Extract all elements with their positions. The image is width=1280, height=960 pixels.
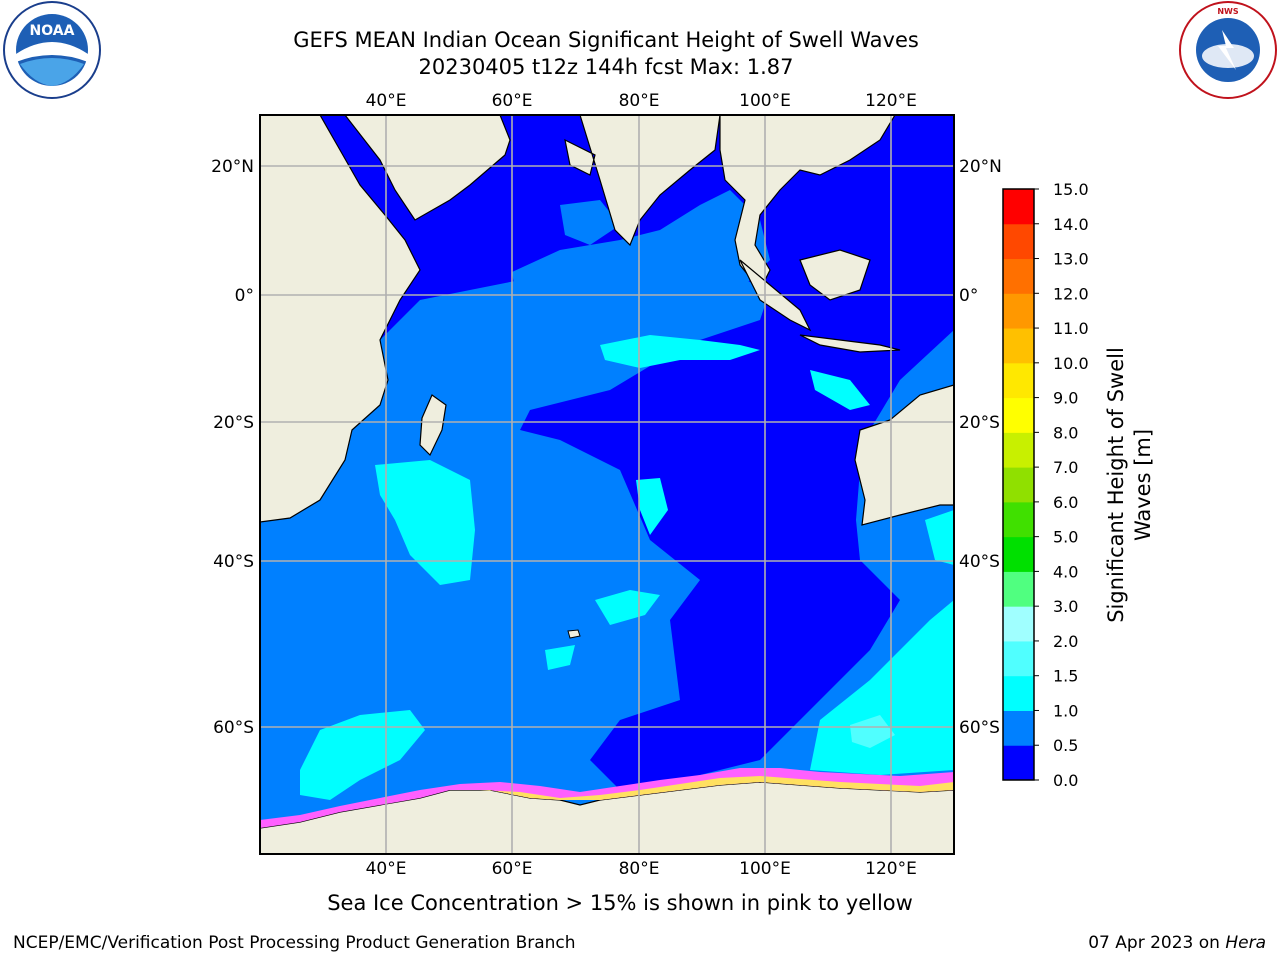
colorbar-tick-label: 1.5 [1053, 667, 1078, 686]
colorbar-tick-label: 10.0 [1053, 354, 1089, 373]
colorbar-swatch [1003, 675, 1034, 711]
colorbar-swatch [1003, 606, 1034, 642]
colorbar-tick-label: 4.0 [1053, 562, 1078, 581]
lon-tick-top: 60°E [492, 91, 533, 111]
colorbar-swatch [1003, 189, 1034, 225]
colorbar-tick-label: 0.5 [1053, 736, 1078, 755]
swell-region-high [850, 715, 895, 748]
map-gridlines [260, 115, 954, 854]
national-weather-service-logo-icon: NWS [1179, 1, 1277, 99]
lon-tick-bottom: 120°E [865, 859, 917, 879]
footer-credit: NCEP/EMC/Verification Post Processing Pr… [13, 933, 576, 953]
colorbar-swatch [1003, 710, 1034, 746]
swell-region-high [925, 510, 954, 565]
colorbar-swatch [1003, 432, 1034, 468]
lat-tick-left: 20°N [211, 157, 254, 177]
colorbar-tick-label: 5.0 [1053, 528, 1078, 547]
colorbar-frame [1002, 188, 1035, 781]
lon-tick-top: 120°E [865, 91, 917, 111]
colorbar-swatch [1003, 293, 1034, 329]
colorbar: 0.0 0.5 1.0 1.5 2.0 3.0 4.0 5.0 6.0 7.0 8.0 9.0 10.0… [1002, 180, 1089, 790]
colorbar-tick-label: 6.0 [1053, 493, 1078, 512]
colorbar-tick-label: 8.0 [1053, 423, 1078, 442]
lat-tick-left: 60°S [213, 718, 254, 738]
sea-ice-caption: Sea Ice Concentration > 15% is shown in … [327, 891, 913, 915]
swell-region-high [300, 710, 425, 800]
lat-tick-right: 40°S [959, 552, 1000, 572]
colorbar-title-units: Waves [m] [1131, 429, 1155, 541]
colorbar-tick-label: 15.0 [1053, 180, 1089, 199]
land-australia [854, 384, 954, 526]
lat-tick-left: 20°S [213, 413, 254, 433]
colorbar-swatch [1003, 640, 1034, 677]
lon-tick-top: 80°E [619, 91, 660, 111]
svg-text:NOAA: NOAA [30, 23, 75, 39]
lat-tick-right: 20°S [959, 413, 1000, 433]
noaa-logo-icon: NOAA [3, 1, 101, 99]
lat-tick-right: 60°S [959, 718, 1000, 738]
colorbar-swatch [1003, 501, 1034, 538]
land-india [510, 115, 721, 247]
swell-region-high [545, 645, 575, 670]
colorbar-tick-label: 3.0 [1053, 597, 1078, 616]
lon-tick-top: 40°E [366, 91, 407, 111]
swell-region-high [810, 600, 954, 775]
swell-region-medium [560, 200, 620, 245]
map-frame [259, 114, 955, 855]
swell-region-high [810, 370, 870, 410]
land-indonesia [739, 249, 901, 353]
land-kerguelen [567, 629, 581, 639]
footer-date-text: 07 Apr 2023 on [1088, 933, 1220, 953]
footer-host: Hera [1225, 933, 1266, 953]
lat-tick-right: 20°N [959, 157, 1002, 177]
swell-region-high [600, 335, 760, 368]
colorbar-swatch [1003, 467, 1034, 503]
colorbar-swatch [1003, 536, 1034, 572]
swell-region-high [595, 590, 660, 625]
colorbar-swatch [1003, 571, 1034, 607]
colorbar-tick-label: 14.0 [1053, 215, 1089, 234]
lon-tick-top: 100°E [739, 91, 791, 111]
colorbar-tick-label: 0.0 [1053, 771, 1078, 790]
lon-tick-bottom: 100°E [739, 859, 791, 879]
lat-tick-left: 40°S [213, 552, 254, 572]
colorbar-swatch [1003, 397, 1034, 433]
swell-region-high [636, 478, 668, 535]
lat-tick-right: 0° [959, 286, 978, 306]
lon-tick-bottom: 80°E [619, 859, 660, 879]
land-southeast-asia [719, 115, 896, 292]
chart-subtitle: 20230405 t12z 144h fcst Max: 1.87 [418, 55, 794, 79]
swell-region-high [375, 460, 475, 585]
colorbar-tick-label: 11.0 [1053, 319, 1089, 338]
svg-text:NWS: NWS [1217, 7, 1239, 16]
lon-tick-bottom: 60°E [492, 859, 533, 879]
land-africa-arabia [260, 115, 511, 523]
colorbar-swatch [1003, 745, 1034, 781]
chart-title: GEFS MEAN Indian Ocean Significant Heigh… [293, 28, 919, 52]
sea-ice-band [480, 776, 954, 800]
colorbar-swatch [1003, 258, 1034, 294]
footer-date: 07 Apr 2023 on Hera [1088, 933, 1266, 953]
colorbar-swatch [1003, 328, 1034, 364]
colorbar-tick-label: 2.0 [1053, 632, 1078, 651]
lat-tick-left: 0° [235, 286, 254, 306]
colorbar-tick-label: 12.0 [1053, 284, 1089, 303]
colorbar-swatch [1003, 362, 1034, 399]
land-madagascar [419, 394, 447, 457]
colorbar-tick-label: 13.0 [1053, 250, 1089, 269]
colorbar-tick-label: 1.0 [1053, 701, 1078, 720]
colorbar-swatch [1003, 223, 1034, 260]
lon-tick-bottom: 40°E [366, 859, 407, 879]
colorbar-title: Significant Height of Swell [1104, 347, 1128, 623]
swell-region-low [260, 115, 954, 790]
colorbar-tick-label: 7.0 [1053, 458, 1078, 477]
colorbar-tick-label: 9.0 [1053, 389, 1078, 408]
